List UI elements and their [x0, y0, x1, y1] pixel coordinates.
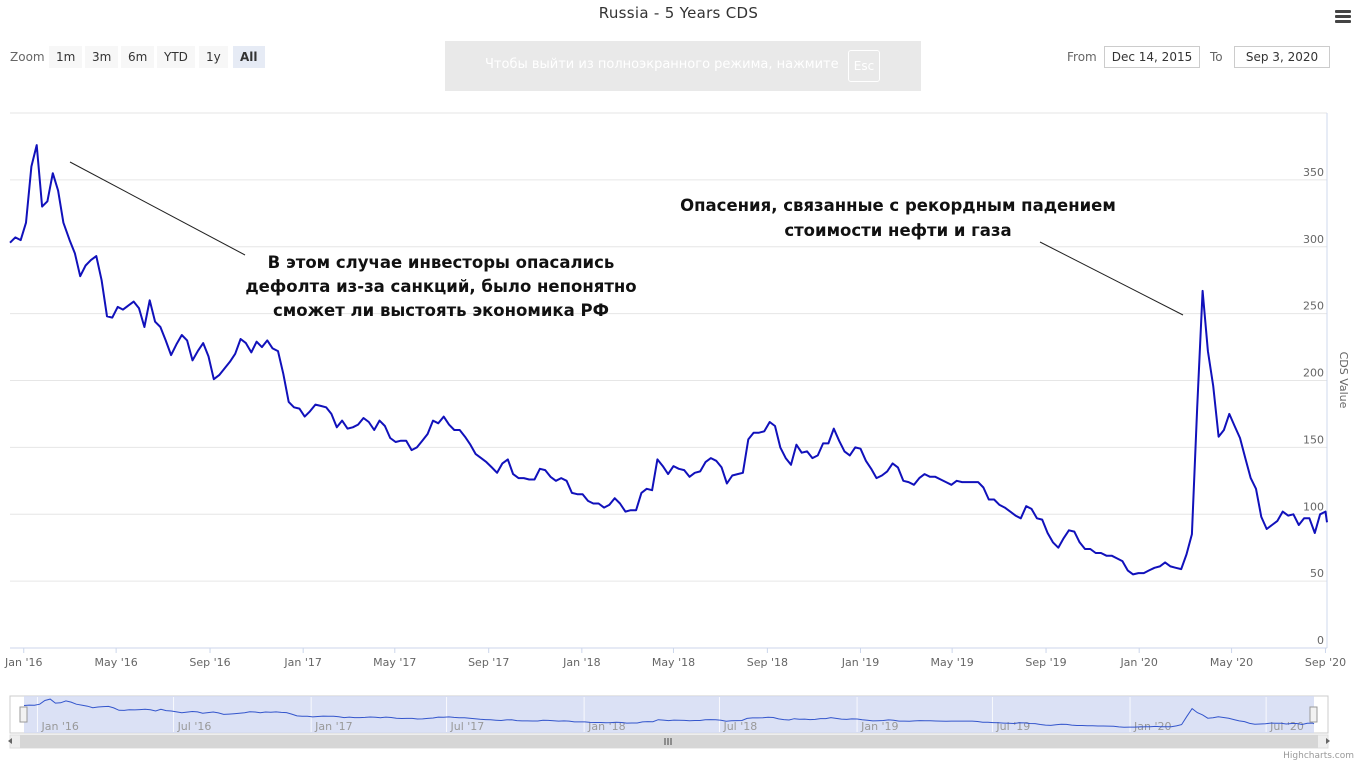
annotation-1-line-2: дефолта из-за санкций, было непонятно	[245, 277, 636, 296]
y-axis-title: CDS Value	[1337, 352, 1350, 409]
x-tick-label: May '16	[94, 656, 137, 669]
y-tick-label: 350	[1303, 166, 1324, 179]
navigator-x-label: Jul '20	[1269, 720, 1304, 733]
zoom-all-button[interactable]: All	[233, 46, 265, 68]
range-to-input[interactable]: Sep 3, 2020	[1234, 46, 1330, 68]
navigator-x-label: Jan '17	[314, 720, 352, 733]
x-tick-label: Sep '16	[189, 656, 230, 669]
y-tick-label: 0	[1317, 634, 1324, 647]
x-tick-label: May '17	[373, 656, 416, 669]
hamburger-menu-icon[interactable]	[1335, 10, 1351, 24]
y-tick-label: 50	[1310, 567, 1324, 580]
navigator-x-label: Jul '18	[722, 720, 757, 733]
y-tick-label: 300	[1303, 233, 1324, 246]
annotation-1-line-3: сможет ли выстоять экономика РФ	[273, 301, 609, 320]
zoom-1m-button[interactable]: 1m	[49, 46, 83, 68]
navigator-x-label: Jan '20	[1133, 720, 1171, 733]
scrollbar-grip-icon	[664, 738, 672, 745]
scroll-left-arrow-icon[interactable]	[8, 738, 12, 744]
range-from-input[interactable]: Dec 14, 2015	[1104, 46, 1200, 68]
cds-series-line	[9, 144, 1328, 576]
x-tick-label: Jan '20	[1119, 656, 1157, 669]
zoom-6m-button[interactable]: 6m	[121, 46, 155, 68]
x-tick-label: Sep '20	[1305, 656, 1346, 669]
zoom-1y-button[interactable]: 1y	[199, 46, 228, 68]
x-tick-label: Jan '19	[841, 656, 879, 669]
zoom-3m-button[interactable]: 3m	[85, 46, 119, 68]
x-tick-label: May '19	[930, 656, 973, 669]
y-tick-label: 100	[1303, 500, 1324, 513]
navigator-x-label: Jul '19	[995, 720, 1030, 733]
x-tick-label: Jan '16	[4, 656, 42, 669]
navigator-x-label: Jul '17	[450, 720, 485, 733]
esc-key-hint: Esc	[848, 50, 880, 82]
scroll-right-arrow-icon[interactable]	[1326, 738, 1330, 744]
annotation-2-line-1: Опасения, связанные с рекордным падением	[680, 196, 1116, 215]
annotations: В этом случае инвесторы опасались дефолт…	[69, 161, 1184, 320]
x-axis: Jan '16 May '16 Sep '16 Jan '17 May '17 Sep '…	[4, 647, 1346, 669]
navigator-left-handle[interactable]	[19, 706, 28, 723]
navigator-x-label: Jan '18	[587, 720, 625, 733]
navigator-x-label: Jul '16	[177, 720, 212, 733]
navigator-x-label: Jan '19	[860, 720, 898, 733]
annotation-pointer-1	[69, 161, 246, 256]
navigator-selection[interactable]	[24, 696, 1314, 733]
annotation-1-line-1: В этом случае инвесторы опасались	[268, 253, 615, 272]
navigator-right-handle[interactable]	[1309, 706, 1318, 723]
navigator-series-line	[23, 698, 1315, 728]
navigator-scrollbar-track[interactable]	[9, 734, 1329, 749]
range-to-label: To	[1210, 50, 1223, 64]
navigator-x-label: Jan '16	[40, 720, 78, 733]
grid-lines	[10, 112, 1327, 649]
x-tick-label: May '18	[652, 656, 695, 669]
x-tick-label: Sep '19	[1025, 656, 1066, 669]
zoom-ytd-button[interactable]: YTD	[157, 46, 195, 68]
navigator-scrollbar-thumb[interactable]	[20, 735, 1318, 748]
x-tick-label: May '20	[1210, 656, 1253, 669]
navigator-grid: Jan '16 Jul '16 Jan '17 Jul '17 Jan '18 Jul '…	[36, 697, 1304, 733]
navigator-frame	[9, 695, 1329, 734]
range-from-label: From	[1067, 50, 1097, 64]
zoom-label: Zoom	[10, 50, 45, 64]
annotation-pointer-2	[1039, 241, 1184, 316]
navigator[interactable]: Jan '16 Jul '16 Jan '17 Jul '17 Jan '18 Jul '…	[8, 695, 1330, 749]
x-tick-label: Jan '18	[562, 656, 600, 669]
annotation-2-line-2: стоимости нефти и газа	[784, 221, 1011, 240]
y-tick-label: 200	[1303, 367, 1324, 380]
x-tick-label: Sep '17	[468, 656, 509, 669]
chart-title: Russia - 5 Years CDS	[598, 4, 759, 22]
y-axis: 0 50 100 150 200 250 300 350	[1303, 113, 1328, 648]
highcharts-credit[interactable]: Highcharts.com	[1283, 751, 1354, 761]
y-tick-label: 250	[1303, 300, 1324, 313]
y-tick-label: 150	[1303, 433, 1324, 446]
x-tick-label: Jan '17	[283, 656, 321, 669]
fullscreen-notice-text: Чтобы выйти из полноэкранного режима, на…	[485, 57, 839, 72]
fullscreen-notice: Чтобы выйти из полноэкранного режима, на…	[445, 41, 921, 91]
x-tick-label: Sep '18	[747, 656, 788, 669]
